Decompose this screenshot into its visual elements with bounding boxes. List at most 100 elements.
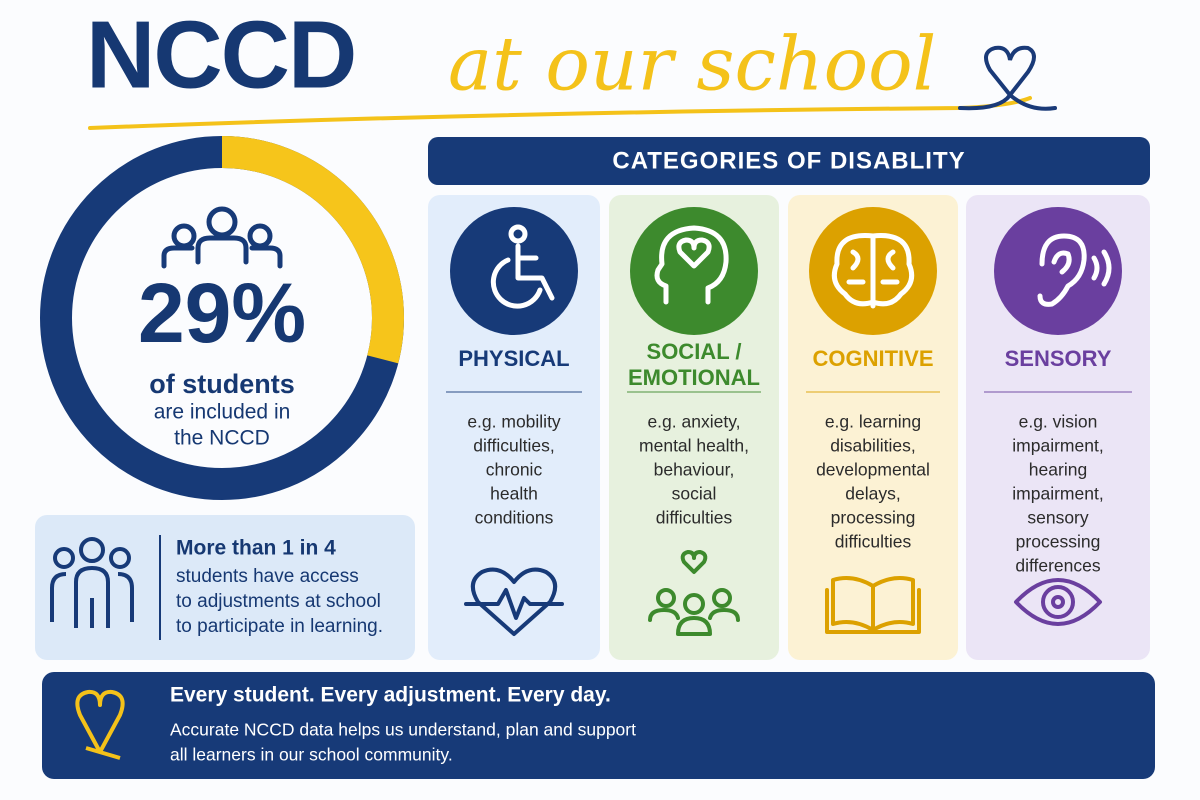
people-icon (161, 206, 283, 269)
category-example: processing (1016, 532, 1101, 552)
icon-part (470, 567, 558, 636)
footer-heart (75, 689, 125, 760)
category-example: mental health, (639, 436, 749, 456)
heart-doodle (958, 45, 1057, 111)
icon-part (676, 237, 712, 269)
category-example: processing (831, 508, 916, 528)
bottom-icon (1014, 578, 1102, 626)
icon-part (1037, 233, 1112, 307)
category-column: COGNITIVE e.g. learning disabilities, devel… (788, 195, 958, 660)
category-icon (490, 224, 555, 309)
icon-part (490, 243, 555, 309)
stat-caption-bold: of students (149, 369, 295, 399)
category-name: SOCIAL / (647, 339, 742, 364)
bottom-icon (464, 567, 564, 636)
footer-bar (42, 672, 1155, 779)
category-name: SENSORY (1005, 346, 1112, 371)
donut (40, 136, 404, 500)
icon-part (206, 206, 238, 238)
category-example: disabilities, (830, 436, 916, 456)
category-example: difficulties, (473, 436, 554, 456)
group-icon (50, 537, 134, 628)
icon-part (1014, 578, 1102, 626)
text-line: to participate in learning. (176, 616, 383, 637)
text-line: all learners in our school community. (170, 745, 453, 765)
icon-part (79, 537, 105, 563)
icon-part (109, 547, 131, 569)
icon-part (683, 593, 705, 615)
icon-part (195, 235, 249, 265)
icon-part (50, 572, 67, 622)
stat-caption: are included in the NCCD (154, 401, 291, 450)
text-line: students have access (176, 566, 359, 587)
category-example: e.g. vision (1019, 412, 1098, 432)
category-example: e.g. learning (825, 412, 921, 432)
category-icon (831, 233, 915, 309)
icon-part (117, 572, 134, 622)
donut-arc (40, 136, 404, 500)
stat-value: 29% (138, 266, 306, 360)
bottom-icon (648, 550, 740, 636)
icon-part (161, 245, 195, 269)
category-example: sensory (1027, 508, 1089, 528)
icon-part (247, 223, 273, 249)
info-title: More than 1 in 4 (176, 537, 336, 560)
category-example: social (672, 484, 717, 504)
icon-part (1041, 585, 1075, 619)
icon-part (712, 588, 732, 608)
category-example: chronic (486, 460, 543, 480)
text-line: to adjustments at school (176, 591, 381, 612)
icon-part (831, 233, 915, 309)
category-example: difficulties (835, 532, 912, 552)
category-icon (654, 225, 729, 305)
category-example: impairment, (1012, 484, 1103, 504)
category-example: e.g. mobility (467, 412, 561, 432)
category-icon (1037, 233, 1112, 307)
icon-part (1051, 595, 1065, 609)
icon-part (74, 565, 110, 628)
footer-title: Every student. Every adjustment. Every d… (170, 684, 611, 707)
text-line: are included in (154, 401, 291, 424)
category-example: conditions (475, 508, 554, 528)
icon-part (654, 225, 729, 305)
icon-part (656, 588, 676, 608)
columns: PHYSICAL e.g. mobility difficulties, chroni… (428, 195, 1150, 660)
icon-part (825, 576, 921, 634)
info-box (35, 515, 415, 660)
category-column: SENSORY e.g. vision impairment, hearing impa… (966, 195, 1150, 660)
info-lines: students have access to adjustments at sc… (176, 566, 383, 637)
category-example: e.g. anxiety, (647, 412, 740, 432)
category-name: COGNITIVE (812, 346, 933, 371)
category-example: impairment, (1012, 436, 1103, 456)
icon-circle (450, 207, 578, 335)
footer-lines: Accurate NCCD data helps us understand, … (170, 720, 636, 765)
icon-circle (994, 207, 1122, 335)
category-column: SOCIAL /EMOTIONAL e.g. anxiety, mental hea… (609, 195, 779, 660)
categories-heading: CATEGORIES OF DISABLITY (612, 147, 965, 174)
category-example: difficulties (656, 508, 733, 528)
category-name: PHYSICAL (458, 346, 569, 371)
category-example: developmental (816, 460, 930, 480)
category-example: hearing (1029, 460, 1087, 480)
category-example: delays, (845, 484, 900, 504)
category-example: differences (1015, 556, 1101, 576)
icon-part (53, 547, 75, 569)
text-line: Accurate NCCD data helps us understand, … (170, 720, 636, 740)
icon-part (249, 245, 283, 269)
icon-circle (630, 207, 758, 335)
category-example: behaviour, (654, 460, 735, 480)
heading-bar (428, 137, 1150, 185)
category-name: EMOTIONAL (628, 365, 760, 390)
category-column: PHYSICAL e.g. mobility difficulties, chroni… (428, 195, 600, 660)
icon-part (680, 550, 708, 574)
icon-part (508, 224, 528, 244)
icon-part (171, 223, 197, 249)
category-example: health (490, 484, 538, 504)
title-main: NCCD (86, 1, 355, 108)
icon-part (648, 608, 740, 636)
text-line: the NCCD (174, 427, 270, 450)
bottom-icon (825, 576, 921, 634)
